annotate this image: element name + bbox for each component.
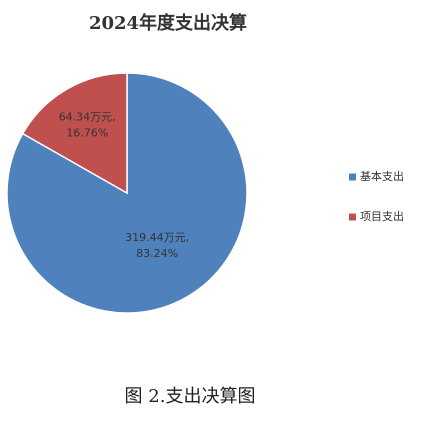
data-label: 64.34万元, bbox=[59, 111, 116, 124]
chart-title: 2024年度支出决算 bbox=[89, 12, 247, 34]
legend-swatch bbox=[349, 173, 356, 181]
chart-caption: 图 2.支出决算图 bbox=[125, 386, 256, 407]
pie-slice bbox=[21, 72, 128, 195]
legend-label: 项目支出 bbox=[360, 209, 404, 223]
legend-swatch bbox=[349, 213, 356, 221]
data-label: 319.44万元, bbox=[125, 231, 189, 244]
data-label: 83.24% bbox=[136, 247, 178, 260]
pie-slice bbox=[6, 72, 248, 314]
data-label: 16.76% bbox=[66, 127, 108, 140]
legend-label: 基本支出 bbox=[360, 169, 404, 183]
